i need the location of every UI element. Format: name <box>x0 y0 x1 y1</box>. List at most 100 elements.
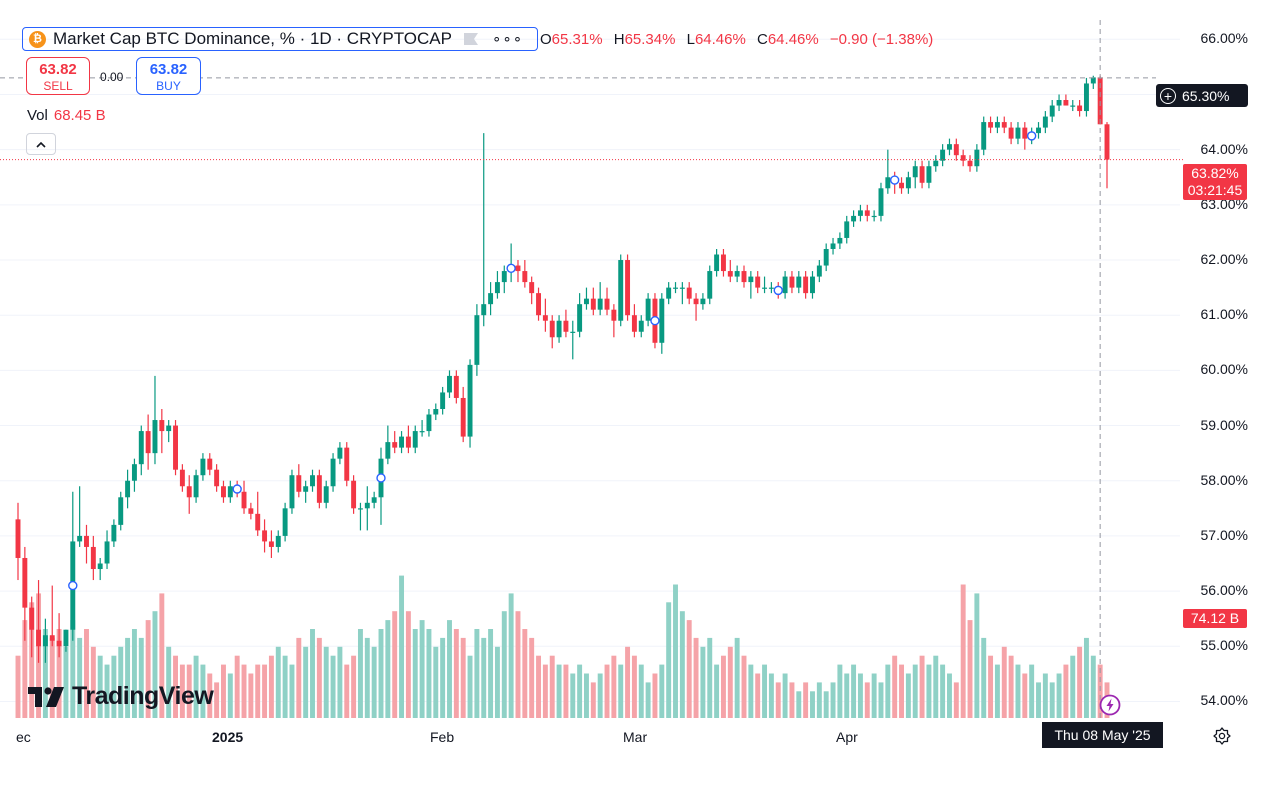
volume-bar <box>536 655 541 718</box>
candle-body <box>488 293 494 305</box>
volume-bar <box>275 646 281 718</box>
candle-body <box>351 480 357 509</box>
candle-body <box>789 276 795 288</box>
candle-body <box>529 282 535 294</box>
candle-body <box>440 392 446 410</box>
symbol-title[interactable]: Market Cap BTC Dominance, % · 1D · CRYPT… <box>53 29 452 48</box>
volume-bar <box>933 655 939 718</box>
volume-bar <box>679 611 685 718</box>
event-marker-icon <box>1026 131 1037 141</box>
volume-bar <box>830 682 836 718</box>
volume-bar <box>467 655 473 718</box>
candle-body <box>686 287 692 299</box>
volume-bar <box>960 584 966 718</box>
volume-bar <box>782 673 788 718</box>
collapse-legend-button[interactable] <box>26 133 56 155</box>
candle-body <box>371 497 377 503</box>
settings-gear-icon[interactable] <box>1213 727 1231 745</box>
candle-body <box>940 149 946 161</box>
candle-body <box>447 375 452 393</box>
sell-button[interactable]: 63.82 SELL <box>26 57 90 95</box>
candle-body <box>960 155 966 161</box>
volume-bar <box>885 664 891 718</box>
volume-bar <box>741 655 747 718</box>
low-value: 64.46% <box>694 31 746 48</box>
volume-bar <box>926 664 932 718</box>
chart-grid <box>0 38 1180 702</box>
candle-body <box>49 635 55 641</box>
volume-bar <box>15 655 21 718</box>
candle-body <box>618 260 624 321</box>
volume-bar <box>563 664 569 718</box>
volume-bar <box>385 620 391 718</box>
volume-bar <box>625 646 631 718</box>
candle-body <box>357 508 363 510</box>
candle-body <box>947 144 952 150</box>
volume-bar <box>1063 664 1069 718</box>
candle-body <box>15 519 21 558</box>
candle-body <box>227 486 233 498</box>
volume-bar <box>111 655 117 718</box>
x-tick-label: 2025 <box>212 729 244 745</box>
flag-icon[interactable] <box>464 33 478 45</box>
candle-body <box>631 315 637 332</box>
volume-bar <box>618 664 624 718</box>
candle-body <box>104 541 110 564</box>
candle-body <box>207 458 213 470</box>
volume-bar <box>255 664 261 718</box>
last-price: 63.82% <box>1191 165 1239 181</box>
y-tick-label: 64.00% <box>1200 140 1248 157</box>
volume-bar <box>673 584 678 718</box>
volume-bar <box>878 682 884 718</box>
volume-bar <box>125 637 131 718</box>
volume-bar <box>29 602 35 718</box>
volume-bar <box>323 646 329 718</box>
volume-bar <box>296 637 302 718</box>
candle-body <box>1008 127 1014 139</box>
crosshair-price-tag: + 65.30% <box>1156 84 1248 107</box>
candle-body <box>248 508 254 514</box>
volume-bar <box>282 655 288 718</box>
candle-body <box>268 541 274 547</box>
candle-body <box>844 221 850 238</box>
volume-bar <box>77 637 83 718</box>
candle-body <box>166 425 172 432</box>
volume-bar <box>522 629 528 718</box>
candle-body <box>816 265 822 277</box>
volume-bars <box>15 575 1110 718</box>
volume-bar <box>234 655 240 718</box>
candle-body <box>549 320 555 338</box>
volume-bar <box>460 637 466 718</box>
volume-legend[interactable]: Vol 68.45 B <box>27 107 106 124</box>
symbol-legend[interactable]: ₿ Market Cap BTC Dominance, % · 1D · CRY… <box>22 27 538 51</box>
candle-body <box>111 524 117 542</box>
candle-body <box>56 640 62 647</box>
volume-bar <box>200 664 206 718</box>
volume-bar <box>316 637 322 718</box>
candle-body <box>810 276 815 294</box>
candle-body <box>460 397 466 437</box>
volume-bar <box>447 620 452 718</box>
volume-bar <box>844 673 850 718</box>
candle-body <box>1083 83 1089 112</box>
volume-bar <box>666 602 672 718</box>
volume-bar <box>371 646 377 718</box>
volume-bar <box>981 637 987 718</box>
tradingview-logo[interactable]: TradingView <box>28 682 214 711</box>
volume-bar <box>1015 664 1021 718</box>
more-options-icon[interactable]: ∘∘∘ <box>492 31 524 48</box>
x-tick-label: Mar <box>623 729 648 745</box>
volume-bar <box>433 646 439 718</box>
candle-body <box>159 420 165 432</box>
candle-body <box>29 607 35 630</box>
candle-body <box>186 486 192 498</box>
tradingview-logo-icon <box>28 686 64 707</box>
lightning-bolt-icon[interactable] <box>1099 694 1121 716</box>
volume-bar <box>837 664 843 718</box>
candle-body <box>173 425 178 470</box>
add-alert-plus-icon[interactable]: + <box>1160 87 1176 104</box>
buy-button[interactable]: 63.82 BUY <box>136 57 201 95</box>
volume-bar <box>330 655 336 718</box>
candle-body <box>981 122 987 150</box>
